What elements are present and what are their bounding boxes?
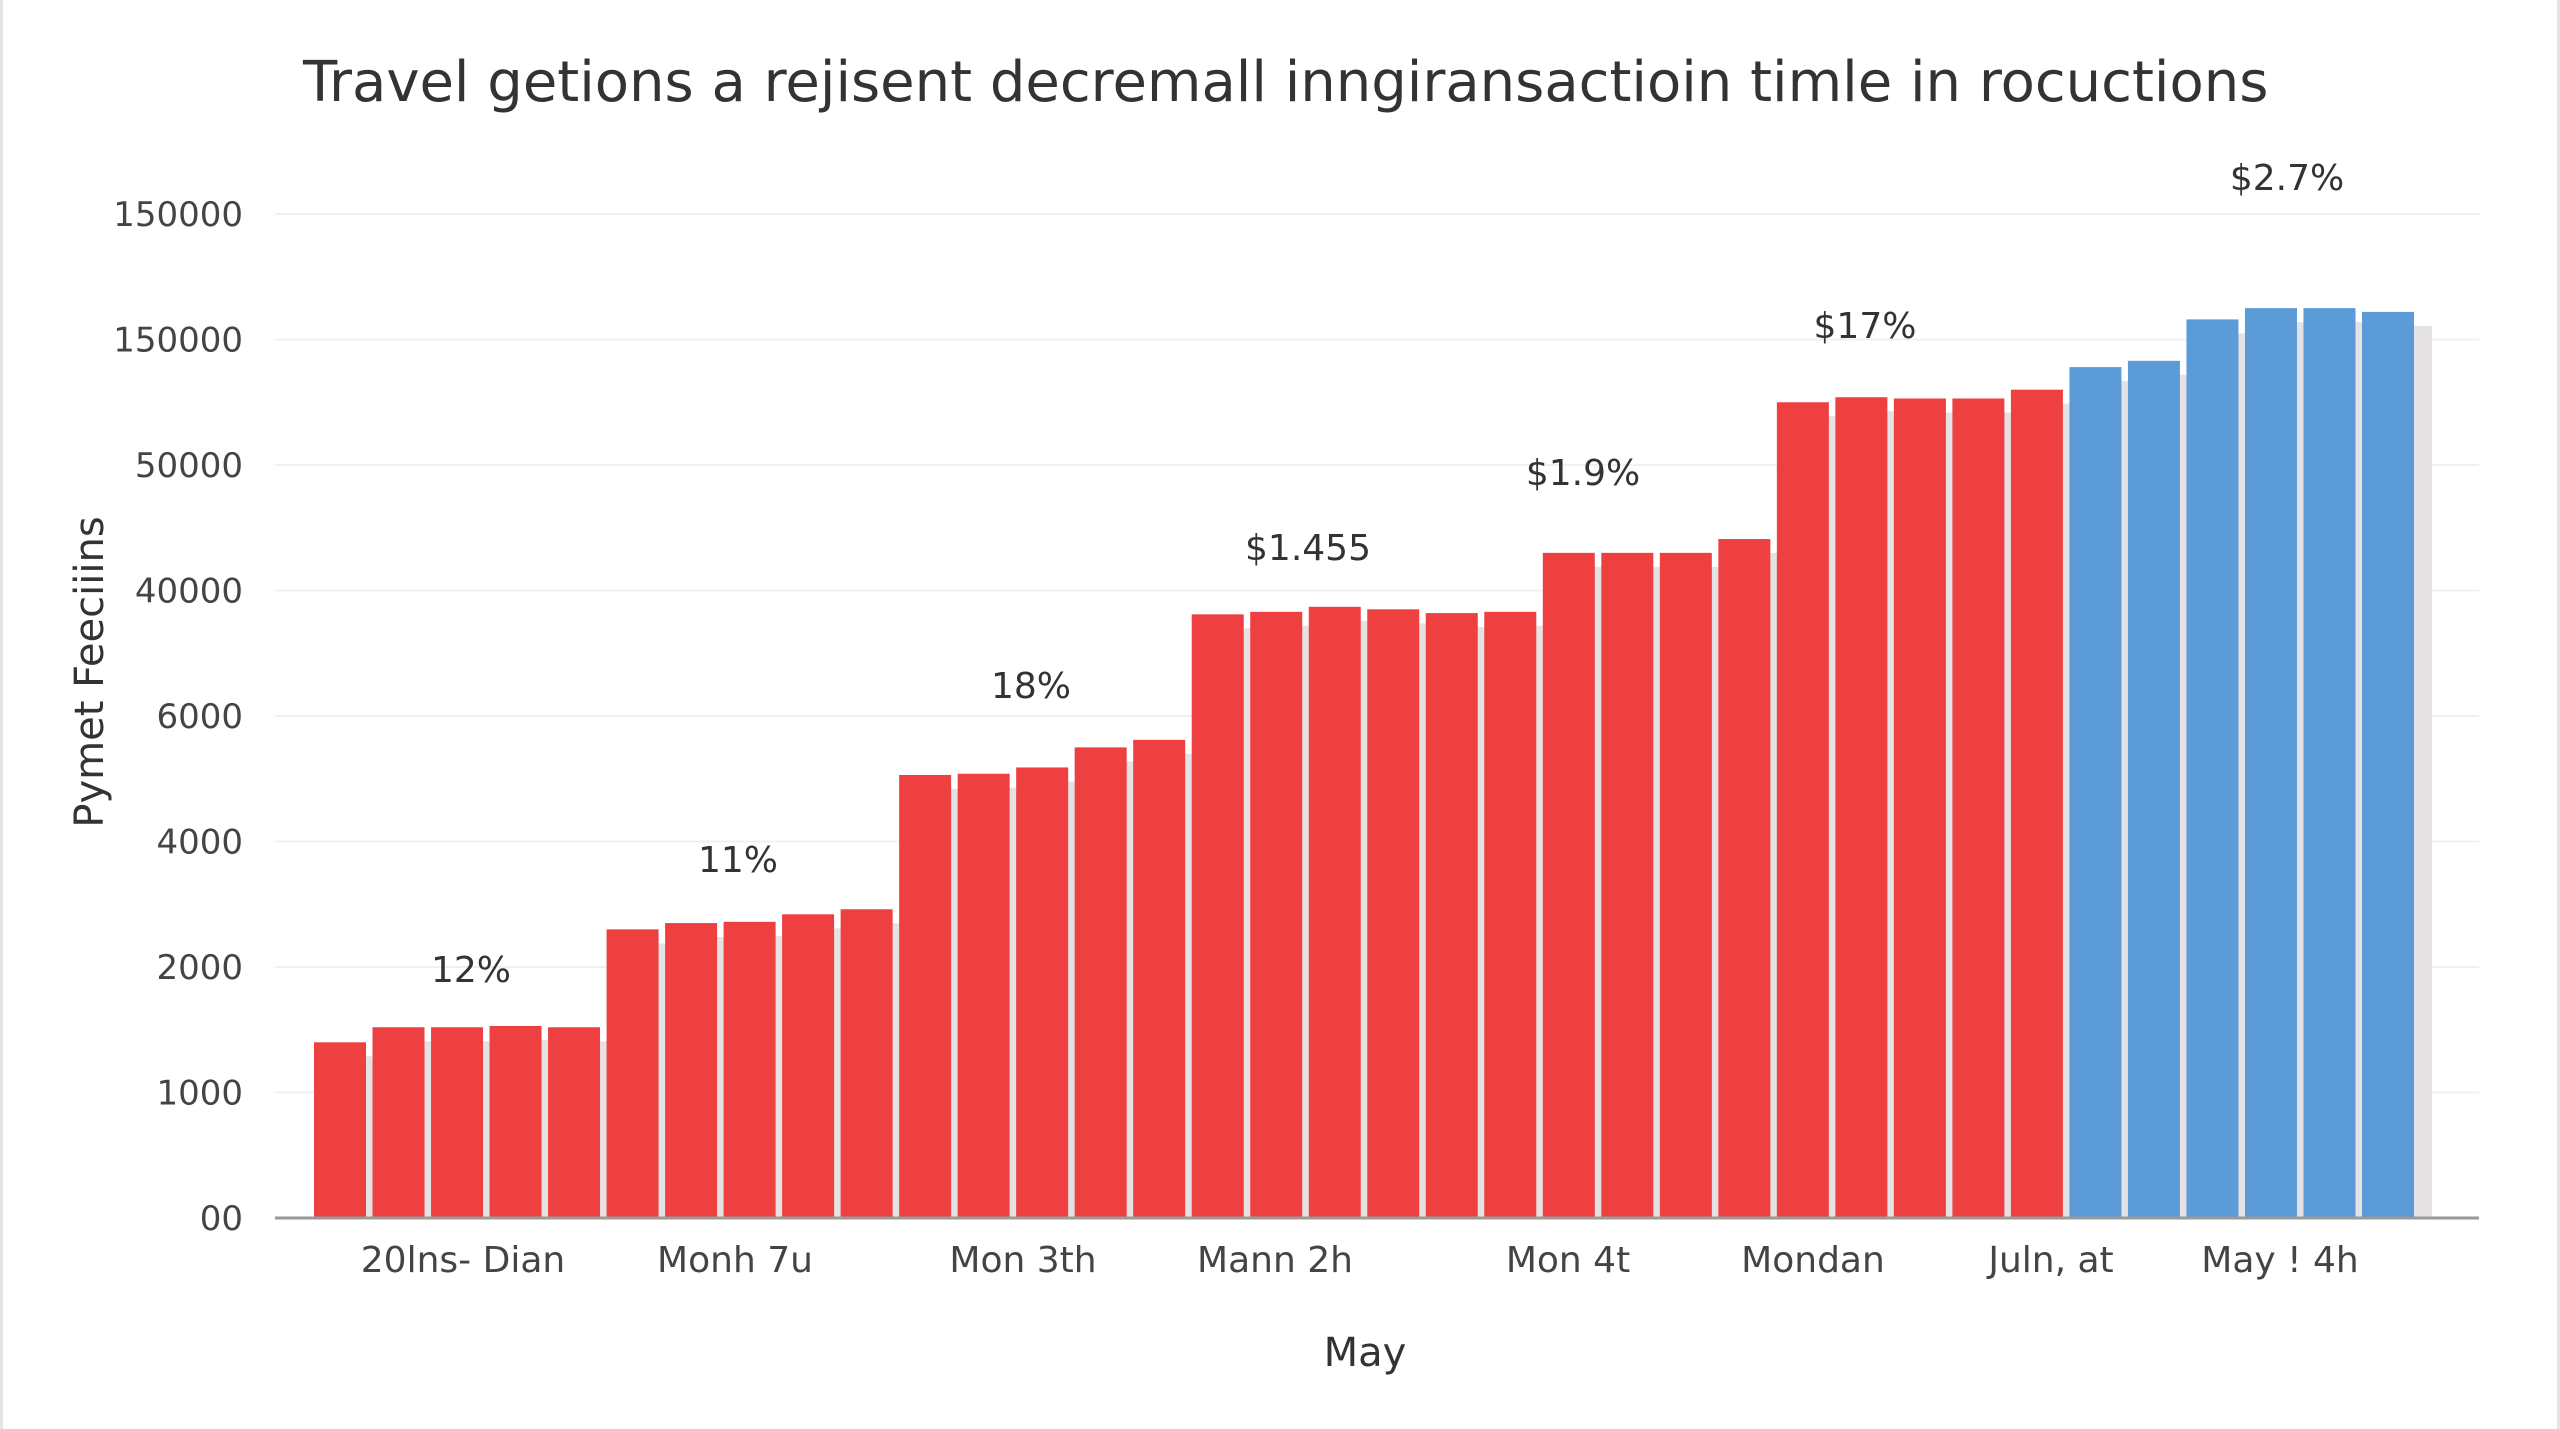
bar bbox=[1250, 611, 1303, 1218]
x-tick-label: Mon 4t bbox=[1506, 1240, 1630, 1281]
x-axis-ticks: 20lns- Dian Monh 7u Mon 3th Mann 2h Mon 4t Mo… bbox=[361, 1240, 2359, 1281]
bar bbox=[1133, 739, 1186, 1218]
bar bbox=[1659, 552, 1712, 1218]
bar bbox=[2069, 367, 2122, 1218]
bar bbox=[1484, 611, 1537, 1218]
bar bbox=[548, 1027, 601, 1218]
bar bbox=[1425, 613, 1478, 1218]
bar bbox=[1542, 552, 1595, 1218]
x-tick-label: Mann 2h bbox=[1197, 1240, 1353, 1281]
annotations: 12% 11% 18% $1.455 $1.9% $17% $2.7% bbox=[431, 158, 2344, 991]
bar bbox=[2186, 319, 2239, 1218]
x-tick-label: May ! 4h bbox=[2201, 1240, 2358, 1281]
bar bbox=[1835, 397, 1888, 1219]
data-annotation: $2.7% bbox=[2230, 158, 2344, 199]
bar bbox=[2244, 308, 2297, 1218]
bar bbox=[606, 929, 659, 1218]
bar bbox=[899, 774, 952, 1218]
y-tick-label: 40000 bbox=[135, 572, 243, 612]
x-tick-label: Mon 3th bbox=[949, 1240, 1096, 1281]
data-annotation: 11% bbox=[698, 840, 778, 881]
bar bbox=[489, 1025, 542, 1218]
data-annotation: 18% bbox=[991, 666, 1071, 707]
bar bbox=[1952, 398, 2005, 1218]
y-tick-label: 150000 bbox=[113, 321, 243, 361]
x-tick-label: Monh 7u bbox=[657, 1240, 813, 1281]
bar bbox=[1191, 614, 1244, 1218]
bar bbox=[2127, 360, 2180, 1219]
x-axis-title: May bbox=[1324, 1330, 1407, 1376]
bar bbox=[1718, 539, 1771, 1218]
x-tick-label: 20lns- Dian bbox=[361, 1240, 565, 1281]
y-tick-label: 50000 bbox=[135, 446, 243, 486]
data-annotation: $1.455 bbox=[1245, 528, 1371, 569]
y-tick-label: 6000 bbox=[156, 697, 243, 737]
bar bbox=[1776, 402, 1829, 1218]
y-axis-ticks: 00 1000 2000 4000 6000 40000 50000 150000 150000 bbox=[113, 195, 243, 1239]
bar bbox=[665, 923, 718, 1218]
bar bbox=[1893, 398, 1946, 1218]
data-annotation: $17% bbox=[1814, 306, 1917, 347]
bar-chart: 00 1000 2000 4000 6000 40000 50000 150000 150000… bbox=[67, 158, 2479, 1376]
y-tick-label: 1000 bbox=[156, 1074, 243, 1114]
x-tick-label: Juln, at bbox=[1986, 1240, 2113, 1281]
chart-title: Travel getions a rejisent decremall inng… bbox=[303, 50, 2269, 115]
data-annotation: 12% bbox=[431, 950, 511, 991]
bar bbox=[1367, 609, 1420, 1218]
bar bbox=[1308, 606, 1361, 1218]
x-tick-label: Mondan bbox=[1741, 1240, 1885, 1281]
bar bbox=[1074, 747, 1127, 1218]
bar bbox=[314, 1042, 366, 1218]
data-annotation: $1.9% bbox=[1526, 453, 1640, 494]
bars bbox=[314, 308, 2414, 1219]
bar bbox=[372, 1027, 425, 1218]
y-tick-label: 00 bbox=[200, 1199, 243, 1239]
bar bbox=[723, 921, 776, 1218]
bar bbox=[2303, 308, 2356, 1218]
bar bbox=[2362, 311, 2414, 1218]
bar bbox=[431, 1027, 484, 1218]
bar bbox=[1016, 767, 1069, 1218]
y-tick-label: 150000 bbox=[113, 195, 243, 235]
bar bbox=[1601, 552, 1654, 1218]
y-tick-label: 4000 bbox=[156, 823, 243, 863]
bar bbox=[957, 773, 1010, 1218]
y-tick-label: 2000 bbox=[156, 948, 243, 988]
bar bbox=[2010, 389, 2063, 1218]
y-axis-title: Pymet Feeciiins bbox=[67, 516, 113, 827]
bar bbox=[782, 914, 835, 1218]
bar bbox=[840, 909, 893, 1218]
